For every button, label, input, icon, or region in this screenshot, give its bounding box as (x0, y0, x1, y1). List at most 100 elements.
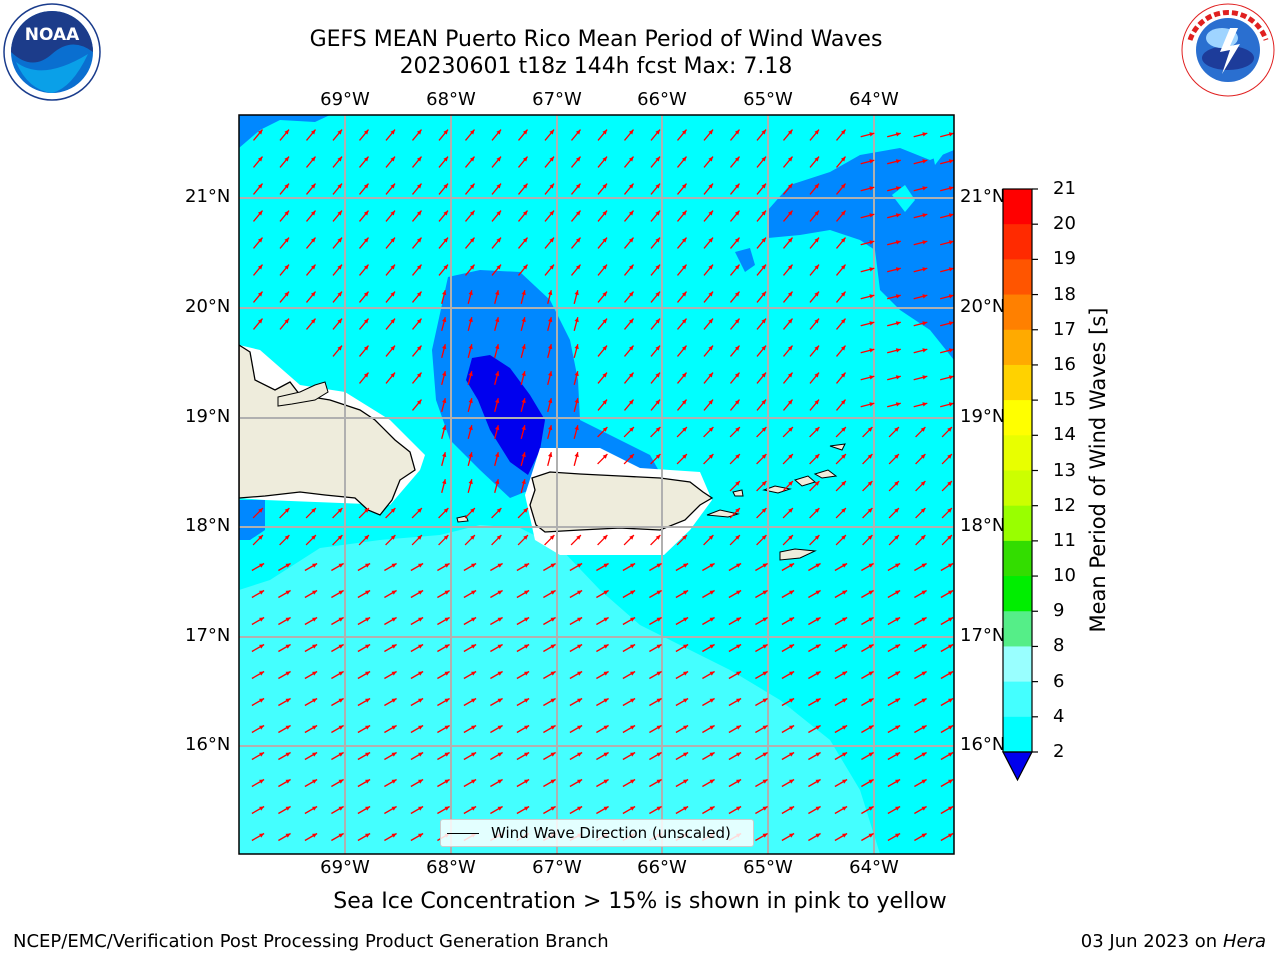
wind-wave-arrow-head (895, 671, 901, 676)
wind-wave-arrow-head (550, 671, 556, 676)
legend-line-swatch (447, 832, 479, 834)
period-field-below-2 (466, 355, 545, 475)
wind-wave-arrow-head (337, 535, 343, 540)
wind-wave-arrow-head (312, 698, 318, 703)
wind-wave-arrow-head (762, 752, 768, 757)
hispaniola-land (239, 344, 416, 516)
wind-wave-arrow-head (922, 267, 928, 272)
wind-wave-arrow-head (338, 779, 344, 784)
wind-wave-arrow-head (310, 237, 316, 243)
wind-wave-arrow-head (444, 590, 450, 595)
wind-wave-arrow-head (521, 344, 526, 350)
wind-wave-arrow-head (868, 644, 874, 649)
wind-wave-arrow-head (655, 372, 660, 378)
wind-wave-arrow-head (895, 375, 901, 380)
wind-wave-arrow-head (628, 345, 634, 351)
wind-wave-arrow-head (948, 267, 954, 272)
wind-wave-arrow-head (734, 291, 740, 297)
lat-label-left-21n: 21°N (185, 186, 231, 207)
wind-wave-arrow-head (708, 264, 713, 270)
wind-wave-arrow-head (868, 671, 874, 676)
wind-wave-arrow-head (312, 617, 318, 622)
wind-wave-arrow-head (522, 264, 528, 270)
colorbar-cell (1003, 716, 1032, 753)
wind-wave-arrow-head (338, 563, 344, 568)
wind-wave-arrow-head (708, 210, 713, 216)
wind-wave-arrow-head (337, 183, 342, 189)
wind-wave-arrow-head (656, 617, 662, 622)
wind-wave-arrow-head (947, 427, 952, 432)
colorbar-cell (1003, 681, 1032, 718)
wind-wave-arrow-head (284, 535, 290, 540)
wind-wave-arrow-head (842, 671, 848, 676)
wind-wave-arrow-head (495, 371, 500, 377)
wind-wave-arrow-head (496, 156, 501, 162)
wind-wave-arrow-head (656, 590, 662, 595)
wind-wave-arrow-head (390, 535, 396, 540)
wind-wave-arrow-head (418, 698, 424, 703)
wind-wave-arrow-head (895, 563, 901, 568)
wind-wave-arrow-head (947, 454, 952, 459)
wind-wave-arrow-head (762, 671, 768, 676)
wind-wave-arrow-head (948, 725, 954, 730)
wind-wave-arrow-head (257, 318, 263, 324)
wind-wave-arrow-head (709, 671, 715, 676)
wind-wave-arrow-head (895, 617, 901, 622)
wind-wave-arrow-head (867, 454, 873, 459)
wind-wave-arrow-head (815, 590, 821, 595)
wind-wave-arrow-head (337, 129, 342, 135)
wind-wave-arrow-head (761, 318, 766, 324)
wind-wave-arrow-head (523, 535, 528, 540)
wind-wave-arrow-head (655, 345, 660, 351)
wind-wave-arrow-head (948, 563, 954, 568)
lat-label-right-18n: 18°N (960, 515, 1006, 536)
wind-wave-arrow-head (443, 535, 449, 540)
wind-wave-arrow-head (789, 806, 795, 811)
wind-wave-arrow-head (761, 427, 767, 432)
wind-wave-arrow-head (365, 671, 371, 676)
wind-wave-arrow-head (868, 698, 874, 703)
wind-wave-arrow-head (575, 237, 581, 243)
wind-wave-arrow-head (683, 725, 689, 730)
wind-wave-arrow-head (681, 156, 687, 162)
wind-wave-arrow-head (312, 644, 318, 649)
wind-wave-arrow-head (789, 698, 795, 703)
wind-wave-arrow-head (683, 698, 689, 703)
period-field-2-4-west (239, 500, 265, 540)
period-field-6-8 (239, 525, 880, 854)
wind-wave-arrow-head (628, 129, 634, 135)
wind-wave-arrow-head (471, 806, 477, 811)
wind-wave-arrow-head (920, 481, 926, 486)
wind-wave-arrow-head (683, 806, 689, 811)
wind-wave-arrow-head (468, 425, 473, 431)
wind-wave-arrow-head (787, 318, 793, 324)
wind-wave-arrow-head (895, 294, 901, 299)
wind-wave-arrow-head (338, 752, 344, 757)
wind-wave-arrow-head (708, 156, 713, 162)
virgin-islands (732, 443, 846, 497)
wind-wave-arrow-head (468, 317, 473, 323)
wind-wave-arrow-head (895, 348, 901, 353)
wind-wave-arrow-head (363, 210, 369, 216)
wind-wave-arrow-head (840, 399, 846, 405)
wind-wave-arrow-head (575, 183, 581, 189)
colorbar-cell (1003, 505, 1032, 542)
wind-wave-arrow-head (683, 752, 689, 757)
lat-label-left-19n: 19°N (185, 406, 231, 427)
wind-wave-arrow-head (814, 129, 819, 135)
wind-wave-arrow-head (416, 372, 422, 378)
wind-wave-arrow-head (922, 132, 928, 137)
wind-wave-arrow-head (922, 402, 928, 407)
wind-wave-arrow-head (868, 590, 874, 595)
period-field-2-4-small (735, 248, 755, 272)
wind-wave-arrow-head (338, 833, 344, 838)
wind-wave-arrow-head (471, 644, 477, 649)
wind-wave-arrow-head (761, 237, 766, 243)
wind-wave-arrow-head (895, 321, 901, 326)
wind-wave-arrow-head (285, 644, 291, 649)
wind-wave-arrow-head (735, 481, 740, 486)
wind-wave-arrow-head (630, 806, 636, 811)
wind-wave-arrow-head (390, 129, 395, 135)
wind-wave-arrow-head (602, 129, 607, 135)
wind-wave-arrow-head (577, 617, 583, 622)
